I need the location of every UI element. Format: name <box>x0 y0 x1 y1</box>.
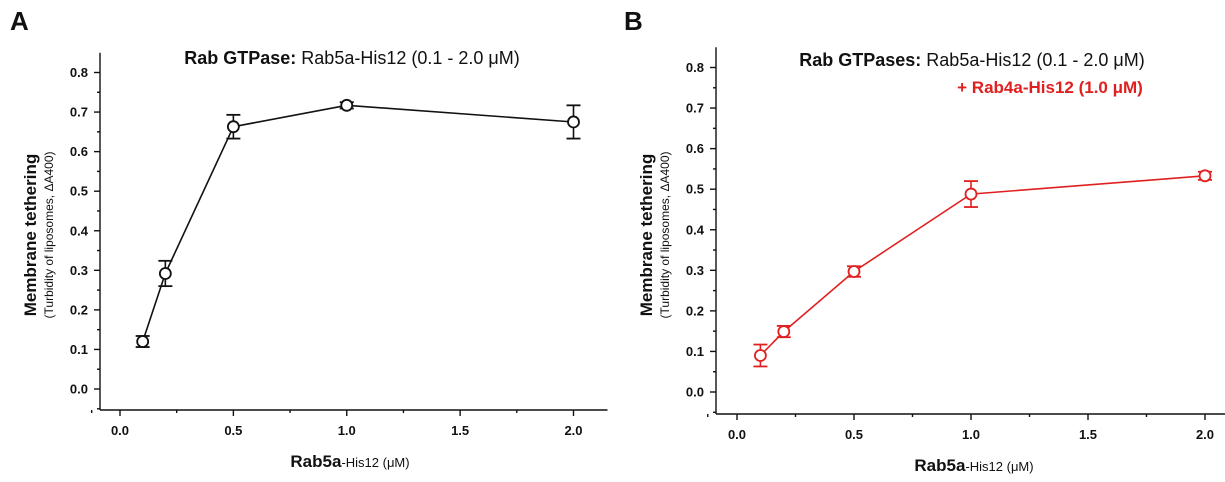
y-tick-label: 0.5 <box>70 184 88 199</box>
y-axis-label: Membrane tethering <box>637 154 656 316</box>
y-tick-label: 0.5 <box>686 182 704 197</box>
y-axis-label: Membrane tethering <box>21 154 40 316</box>
data-point <box>777 325 791 338</box>
panel-letter: A <box>10 6 29 36</box>
x-tick-label: 2.0 <box>564 423 582 438</box>
series-0 <box>753 169 1212 368</box>
y-axis-sublabel: (Turbidity of liposomes, ΔA400) <box>42 152 56 319</box>
chart-title: Rab GTPase: Rab5a-His12 (0.1 - 2.0 μM) <box>184 48 520 68</box>
data-point <box>754 349 767 362</box>
y-tick-label: 0.3 <box>686 263 704 278</box>
x-axis-label: Rab5a-His12 (μM) <box>290 452 409 471</box>
x-tick-label: 0.5 <box>845 427 863 442</box>
x-tick-label: 1.0 <box>962 427 980 442</box>
x-tick-label: 0.0 <box>111 423 129 438</box>
x-tick-label: 1.5 <box>1079 427 1097 442</box>
y-tick-label: 0.7 <box>70 105 88 120</box>
y-tick-label: 0.2 <box>686 303 704 318</box>
y-tick-label: 0.6 <box>70 144 88 159</box>
y-tick-label: 0.7 <box>686 101 704 116</box>
series-0 <box>135 98 581 348</box>
y-tick-label: 0.1 <box>686 344 704 359</box>
panel-letter: B <box>624 6 643 36</box>
y-tick-label: 0.0 <box>686 385 704 400</box>
chart-subtitle: + Rab4a-His12 (1.0 μM) <box>957 78 1143 97</box>
x-tick-label: 1.5 <box>451 423 469 438</box>
data-point <box>567 115 580 129</box>
data-point <box>136 335 150 348</box>
y-tick-label: 0.4 <box>70 223 89 238</box>
series-line <box>759 175 1206 357</box>
chart-title: Rab GTPases: Rab5a-His12 (0.1 - 2.0 μM) <box>799 50 1145 70</box>
y-tick-label: 0.1 <box>70 342 88 357</box>
data-point <box>226 120 240 134</box>
panel-b: B 0.0 0.1 0.2 0.3 0.4 0.5 0.6 0.7 0.8 0.0 0.5 1.0 1.5… <box>624 6 1225 475</box>
x-axis-label-unit: -His12 (μM) <box>341 455 409 470</box>
y-tick-label: 0.4 <box>686 222 705 237</box>
y-tick-label: 0.0 <box>70 382 88 397</box>
series-line <box>141 104 574 342</box>
data-point <box>964 187 978 201</box>
data-point <box>847 265 861 278</box>
x-axis-label-main: Rab5a <box>914 456 966 475</box>
data-point <box>1198 169 1212 183</box>
x-axis-label: Rab5a-His12 (μM) <box>914 456 1033 475</box>
data-point <box>158 267 172 280</box>
y-tick-label: 0.6 <box>686 141 704 156</box>
y-axis-sublabel: (Turbidity of liposomes, ΔA400) <box>658 152 672 319</box>
x-tick-label: 0.5 <box>224 423 242 438</box>
y-tick-label: 0.8 <box>70 65 88 80</box>
chart-title-bold: Rab GTPases: <box>799 50 921 70</box>
chart-title-rest: Rab5a-His12 (0.1 - 2.0 μM) <box>926 50 1144 70</box>
x-axis-label-unit: -His12 (μM) <box>965 459 1033 474</box>
y-tick-label: 0.3 <box>70 263 88 278</box>
x-tick-label: 1.0 <box>338 423 356 438</box>
chart-title-rest: Rab5a-His12 (0.1 - 2.0 μM) <box>301 48 519 68</box>
y-tick-label: 0.8 <box>686 60 704 75</box>
x-axis-label-main: Rab5a <box>290 452 342 471</box>
data-point <box>340 98 354 112</box>
chart-title-bold: Rab GTPase: <box>184 48 296 68</box>
panel-a: A 0.0 0.1 0.2 0.3 0.4 0.5 0.6 0.7 0.8 0.0 0.5 1.0 1.5… <box>10 6 608 471</box>
x-tick-label: 0.0 <box>728 427 746 442</box>
y-tick-label: 0.2 <box>70 302 88 317</box>
x-tick-label: 2.0 <box>1196 427 1214 442</box>
